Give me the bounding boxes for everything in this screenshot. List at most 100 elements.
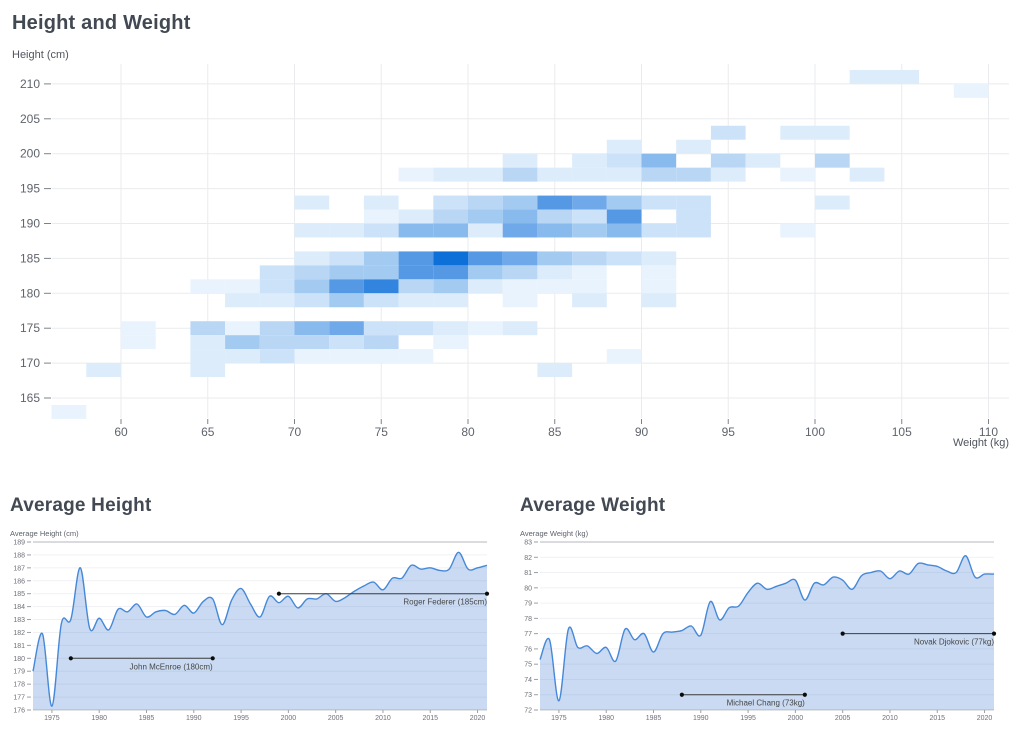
heatmap-cell[interactable] (502, 293, 538, 308)
heatmap-cell[interactable] (51, 404, 87, 419)
heatmap-cell[interactable] (537, 167, 573, 182)
heatmap-cell[interactable] (363, 335, 399, 350)
heatmap-cell[interactable] (121, 335, 156, 350)
heatmap-cell[interactable] (294, 349, 330, 364)
heatmap-cell[interactable] (433, 321, 468, 336)
heatmap-cell[interactable] (329, 321, 364, 336)
heatmap-cell[interactable] (502, 265, 538, 280)
heatmap-cell[interactable] (329, 335, 364, 350)
heatmap-cell[interactable] (294, 293, 330, 308)
heatmap-cell[interactable] (294, 195, 330, 210)
heatmap-cell[interactable] (676, 209, 711, 224)
average-weight-chart[interactable]: 72 73 74 75 76 77 78 79 80 81 82 83 1975 1980 1985 1990… (510, 533, 1020, 733)
heatmap-cell[interactable] (468, 265, 503, 280)
heatmap-cell[interactable] (606, 251, 642, 266)
heatmap-cell[interactable] (398, 209, 434, 224)
heatmap-cell[interactable] (433, 335, 468, 350)
heatmap-cell[interactable] (572, 265, 607, 280)
heatmap-cell[interactable] (745, 153, 781, 168)
area-line[interactable] (539, 555, 995, 702)
heatmap-cell[interactable] (502, 321, 538, 336)
heatmap-cell[interactable] (259, 335, 295, 350)
heatmap-cell[interactable] (398, 223, 434, 238)
heatmap-cell[interactable] (225, 293, 260, 308)
heatmap-cell[interactable] (433, 265, 468, 280)
heatmap-cell[interactable] (676, 139, 711, 154)
heatmap-cell[interactable] (363, 349, 399, 364)
heatmap-cell[interactable] (259, 349, 295, 364)
heatmap-cell[interactable] (433, 167, 468, 182)
area-line[interactable] (32, 551, 488, 707)
heatmap-cell[interactable] (329, 251, 364, 266)
heatmap-cell[interactable] (329, 223, 364, 238)
heatmap-cell[interactable] (815, 195, 850, 210)
heatmap-cell[interactable] (502, 209, 538, 224)
heatmap-cell[interactable] (572, 223, 607, 238)
heatmap-cell[interactable] (398, 265, 434, 280)
heatmap-cell[interactable] (225, 349, 260, 364)
heatmap-cell[interactable] (641, 265, 677, 280)
heatmap-cell[interactable] (121, 321, 156, 336)
heatmap-cell[interactable] (606, 223, 642, 238)
area-fill[interactable] (540, 555, 994, 710)
heatmap-cell[interactable] (502, 167, 538, 182)
heatmap-cell[interactable] (468, 223, 503, 238)
heatmap-cell[interactable] (190, 335, 226, 350)
heatmap-cell[interactable] (363, 279, 399, 294)
heatmap-cell[interactable] (86, 363, 121, 378)
heatmap-cell[interactable] (815, 125, 850, 140)
heatmap-cell[interactable] (572, 153, 607, 168)
heatmap-cell[interactable] (849, 167, 885, 182)
heatmap-cell[interactable] (641, 153, 677, 168)
heatmap-cell[interactable] (468, 195, 503, 210)
area-fill[interactable] (33, 552, 487, 710)
heatmap-cell[interactable] (710, 153, 746, 168)
heatmap-cell[interactable] (259, 321, 295, 336)
heatmap-cell[interactable] (363, 293, 399, 308)
heatmap-cell[interactable] (398, 251, 434, 266)
heatmap-cell[interactable] (572, 167, 607, 182)
heatmap-cell[interactable] (190, 279, 226, 294)
heatmap-cell[interactable] (363, 251, 399, 266)
heatmap-cell[interactable] (294, 223, 330, 238)
heatmap-cell[interactable] (537, 363, 573, 378)
heatmap-cell[interactable] (468, 321, 503, 336)
heatmap-cell[interactable] (537, 265, 573, 280)
heatmap-cell[interactable] (190, 321, 226, 336)
heatmap-cell[interactable] (710, 125, 746, 140)
heatmap-cell[interactable] (606, 153, 642, 168)
heatmap-cell[interactable] (398, 167, 434, 182)
heatmap-cell[interactable] (225, 321, 260, 336)
heatmap-cell[interactable] (641, 293, 677, 308)
heatmap-cell[interactable] (329, 279, 364, 294)
heatmap-cell[interactable] (606, 167, 642, 182)
heatmap-cell[interactable] (572, 251, 607, 266)
heatmap-cell[interactable] (780, 125, 815, 140)
heatmap-cell[interactable] (537, 195, 573, 210)
heatmap-cell[interactable] (676, 223, 711, 238)
heatmap-cell[interactable] (780, 167, 815, 182)
heatmap-cell[interactable] (502, 251, 538, 266)
heatmap-cell[interactable] (433, 251, 468, 266)
heatmap-cell[interactable] (606, 349, 642, 364)
heatmap-cell[interactable] (641, 279, 677, 294)
heatmap-cell[interactable] (641, 223, 677, 238)
heatmap-cell[interactable] (884, 69, 920, 84)
heatmap-cell[interactable] (537, 279, 573, 294)
heatmap-cell[interactable] (606, 209, 642, 224)
heatmap-cell[interactable] (398, 293, 434, 308)
heatmap-cell[interactable] (502, 195, 538, 210)
heatmap-cell[interactable] (329, 349, 364, 364)
heatmap-cell[interactable] (572, 293, 607, 308)
heatmap-cell[interactable] (363, 209, 399, 224)
heatmap-cell[interactable] (780, 223, 815, 238)
heatmap-cell[interactable] (676, 167, 711, 182)
heatmap-cell[interactable] (641, 167, 677, 182)
heatmap-cell[interactable] (537, 251, 573, 266)
heatmap-cell[interactable] (363, 223, 399, 238)
average-height-chart[interactable]: 176 177 178 179 180 181 182 183 184 185 186 187 188 1… (0, 533, 510, 733)
heatmap-cell[interactable] (606, 195, 642, 210)
heatmap-cell[interactable] (572, 279, 607, 294)
heatmap-cell[interactable] (433, 293, 468, 308)
heatmap-cell[interactable] (433, 279, 468, 294)
